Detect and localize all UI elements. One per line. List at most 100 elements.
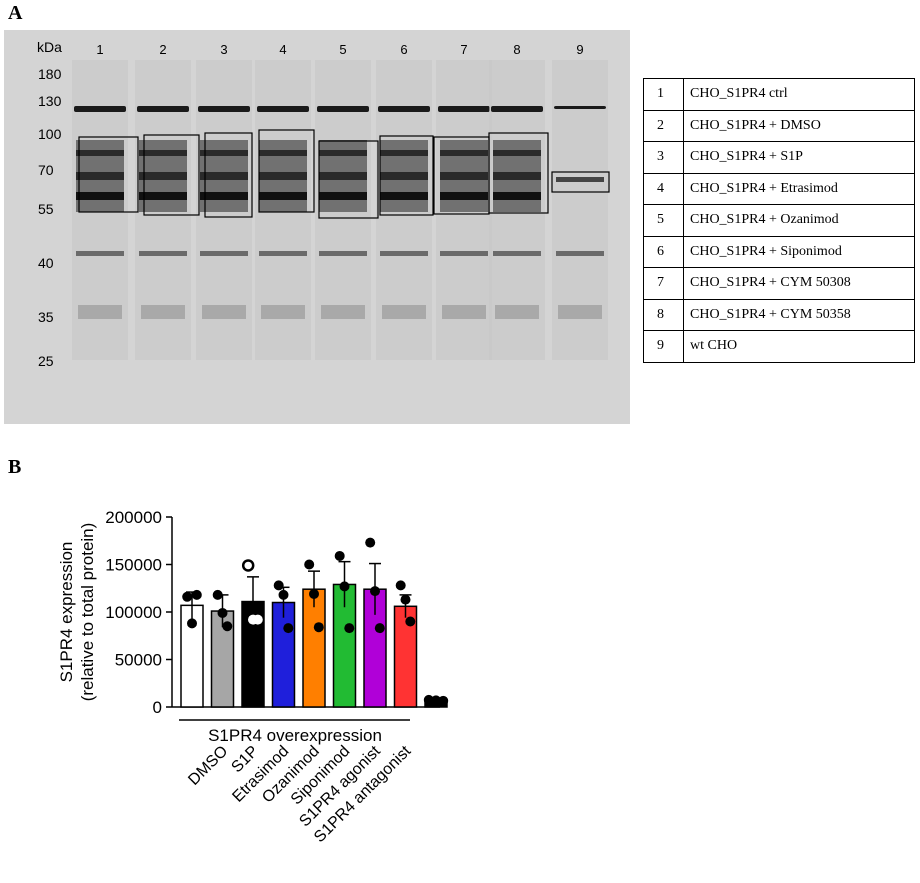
band-35	[202, 305, 246, 319]
data-point	[344, 623, 355, 634]
band-65	[259, 172, 307, 180]
y-tick-label: 150000	[105, 556, 162, 575]
legend-lane-label: CHO_S1PR4 + S1P	[683, 141, 915, 174]
data-point	[313, 622, 324, 633]
blot-boxes	[78, 129, 610, 219]
lane-number: 4	[279, 42, 286, 57]
band-130	[438, 106, 490, 112]
data-point	[438, 695, 449, 706]
data-point	[423, 694, 434, 705]
data-point	[309, 588, 319, 599]
marker-label: 40	[38, 255, 54, 271]
band-75	[139, 150, 187, 156]
marker-label: 180	[38, 66, 62, 82]
marker-label: 35	[38, 309, 54, 325]
legend-lane-label: wt CHO	[683, 330, 915, 363]
lane-box	[379, 135, 434, 216]
data-point	[252, 614, 263, 625]
data-point	[217, 607, 228, 618]
legend-lane-number: 4	[643, 172, 684, 205]
band-75	[259, 150, 307, 156]
band-130	[74, 106, 126, 112]
legend-lane-label: CHO_S1PR4 ctrl	[683, 78, 915, 111]
lane-number: 7	[460, 42, 467, 57]
legend-lane-number: 1	[643, 78, 684, 111]
lane-number: 2	[159, 42, 166, 57]
legend-row: 3 CHO_S1PR4 + S1P	[643, 141, 915, 174]
group-label: S1PR4 overexpression	[208, 726, 382, 745]
band-45	[319, 251, 367, 256]
y-tick-label: 0	[153, 698, 162, 717]
lane-number: 8	[513, 42, 520, 57]
lane-legend-table: 1 CHO_S1PR4 ctrl 2 CHO_S1PR4 + DMSO 3 CHO_S1P…	[643, 78, 915, 363]
legend-lane-label: CHO_S1PR4 + Siponimod	[683, 235, 915, 268]
data-point	[304, 559, 315, 570]
marker-label: 55	[38, 201, 54, 217]
legend-row: 6 CHO_S1PR4 + Siponimod	[643, 235, 915, 268]
band-65	[319, 172, 367, 180]
band-130	[378, 106, 430, 112]
y-tick-label: 200000	[105, 508, 162, 527]
molecular-weight-markers: 180 130 100 70 55 40 35 25	[38, 66, 62, 369]
chart-labels: 0 50000 100000 150000 200000 S1PR4 expression…	[57, 508, 415, 846]
band-65	[76, 172, 124, 180]
band-45	[139, 251, 187, 256]
x-tick-label: DMSO	[185, 743, 231, 789]
bar-chart: 0 50000 100000 150000 200000 S1PR4 expression…	[57, 508, 449, 846]
lane-number: 3	[220, 42, 227, 57]
band-75	[200, 150, 248, 156]
band-130	[198, 106, 250, 112]
legend-lane-number: 8	[643, 298, 684, 331]
lane-number-labels: 1 2 3 4 5 6 7 8 9	[96, 42, 583, 57]
band-45	[259, 251, 307, 256]
band-35	[321, 305, 365, 319]
band-60	[259, 192, 307, 200]
band-65	[139, 172, 187, 180]
lane-number: 9	[576, 42, 583, 57]
band-130	[317, 106, 369, 112]
data-point	[241, 559, 255, 572]
lane-number: 5	[339, 42, 346, 57]
band-35	[382, 305, 426, 319]
data-point	[431, 695, 441, 706]
data-point	[405, 616, 416, 627]
band-65	[380, 172, 428, 180]
marker-label: 100	[38, 126, 62, 142]
legend-lane-number: 2	[643, 109, 684, 142]
band-45	[200, 251, 248, 256]
panel-label-a: A	[8, 2, 23, 24]
band-65	[440, 172, 488, 180]
band-35	[78, 305, 122, 319]
western-blot-image: 1 2 3 4 5 6 7 8 9 180 130 100 70 55 40 35 25 kDa	[4, 30, 630, 424]
chart-bars	[180, 560, 448, 708]
band-130	[554, 106, 606, 109]
band-35	[495, 305, 539, 319]
data-point	[222, 621, 233, 632]
kda-label: kDa	[37, 39, 62, 55]
legend-lane-number: 6	[643, 235, 684, 268]
band-45	[76, 251, 124, 256]
lane-number: 1	[96, 42, 103, 57]
legend-row: 2 CHO_S1PR4 + DMSO	[643, 109, 915, 142]
data-point	[365, 537, 376, 548]
marker-label: 70	[38, 162, 54, 178]
band-45	[556, 251, 604, 256]
lane-box	[488, 132, 549, 214]
lane-box	[143, 134, 200, 216]
data-point	[278, 589, 289, 600]
y-axis-label-line1: S1PR4 expression	[57, 542, 76, 683]
legend-row: 9 wt CHO	[643, 330, 915, 363]
legend-lane-label: CHO_S1PR4 + DMSO	[683, 109, 915, 142]
band-60	[319, 192, 367, 200]
marker-label: 130	[38, 93, 62, 109]
band-45	[440, 251, 488, 256]
band-60	[76, 192, 124, 200]
band-75	[493, 150, 541, 156]
lane-box	[258, 129, 315, 213]
bar	[271, 601, 296, 708]
band-75	[76, 150, 124, 156]
legend-row: 4 CHO_S1PR4 + Etrasimod	[643, 172, 915, 205]
band-35	[442, 305, 486, 319]
lane-box	[318, 140, 379, 219]
band-65	[493, 172, 541, 180]
